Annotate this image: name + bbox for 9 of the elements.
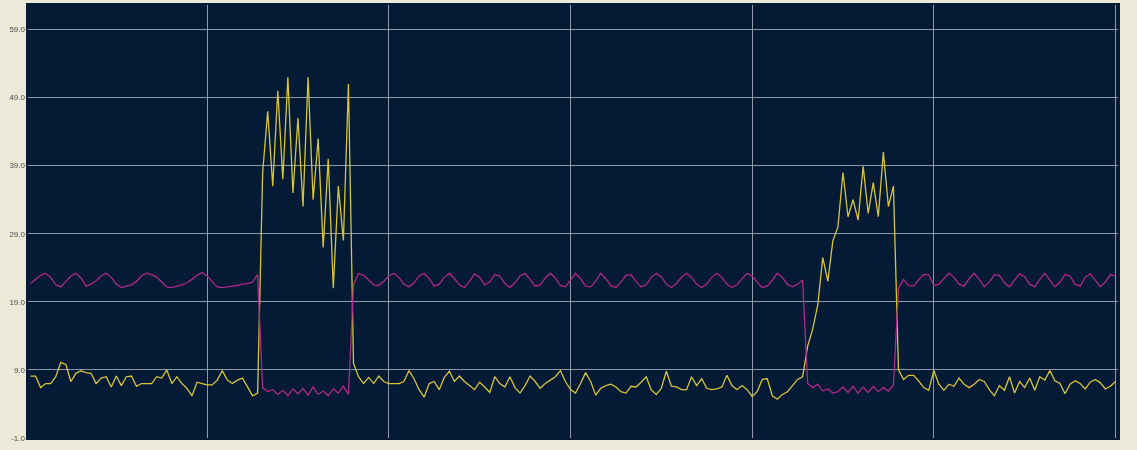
y-tick-label: 49.0 xyxy=(9,93,26,103)
line-series xyxy=(29,76,1117,400)
y-tick-label: 9.0 xyxy=(13,365,26,375)
y-tick-label: -1.0 xyxy=(11,433,26,443)
y-tick-label: 19.0 xyxy=(9,297,26,307)
line-series xyxy=(29,271,1117,397)
y-tick-label: 39.0 xyxy=(9,161,26,171)
y-tick-label: 29.0 xyxy=(9,229,26,239)
y-tick-label: 59.0 xyxy=(9,25,26,35)
